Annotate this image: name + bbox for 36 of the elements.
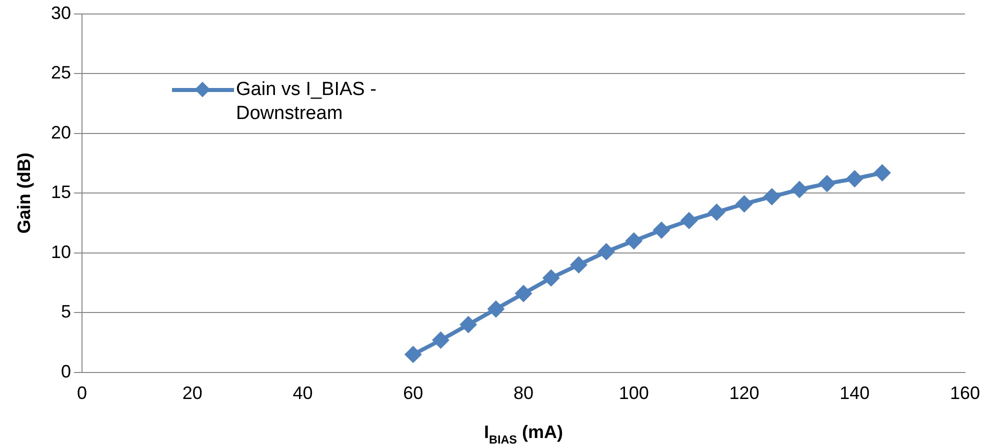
point — [736, 195, 753, 212]
y-tick-label: 10 — [50, 242, 72, 262]
x-tick-label: 80 — [513, 383, 534, 404]
point — [625, 232, 642, 250]
point — [487, 300, 504, 318]
point — [763, 188, 780, 206]
point — [874, 164, 891, 182]
point — [460, 316, 477, 334]
x-tick-label: 60 — [403, 383, 424, 404]
point — [680, 212, 698, 230]
x-tick-label: 160 — [950, 383, 980, 404]
x-tick-label: 120 — [729, 383, 760, 404]
point — [570, 256, 588, 274]
y-tick-label: 5 — [61, 302, 72, 322]
point — [542, 269, 560, 286]
x-tick-label: 0 — [77, 383, 88, 404]
y-tick-label: 0 — [61, 361, 72, 382]
y-tick-label: 20 — [50, 122, 72, 142]
point — [404, 346, 422, 363]
y-tick-label: 30 — [50, 2, 72, 23]
y-tick-label: 25 — [50, 62, 72, 83]
x-tick-label: 20 — [182, 383, 202, 404]
point — [846, 170, 864, 188]
x-tick-label: 100 — [618, 383, 649, 404]
legend-label: Gain vs I_BIAS - Downstream — [236, 78, 378, 126]
point — [790, 181, 808, 198]
point — [432, 332, 450, 349]
point — [708, 204, 726, 221]
x-tick-label: 40 — [292, 383, 313, 404]
x-tick-label: 140 — [840, 383, 870, 404]
y-axis-title: Gain (dB) — [14, 152, 34, 234]
point — [515, 285, 532, 302]
point — [598, 243, 615, 260]
y-tick-label: 15 — [50, 182, 72, 202]
point — [652, 222, 670, 239]
point — [818, 175, 836, 192]
